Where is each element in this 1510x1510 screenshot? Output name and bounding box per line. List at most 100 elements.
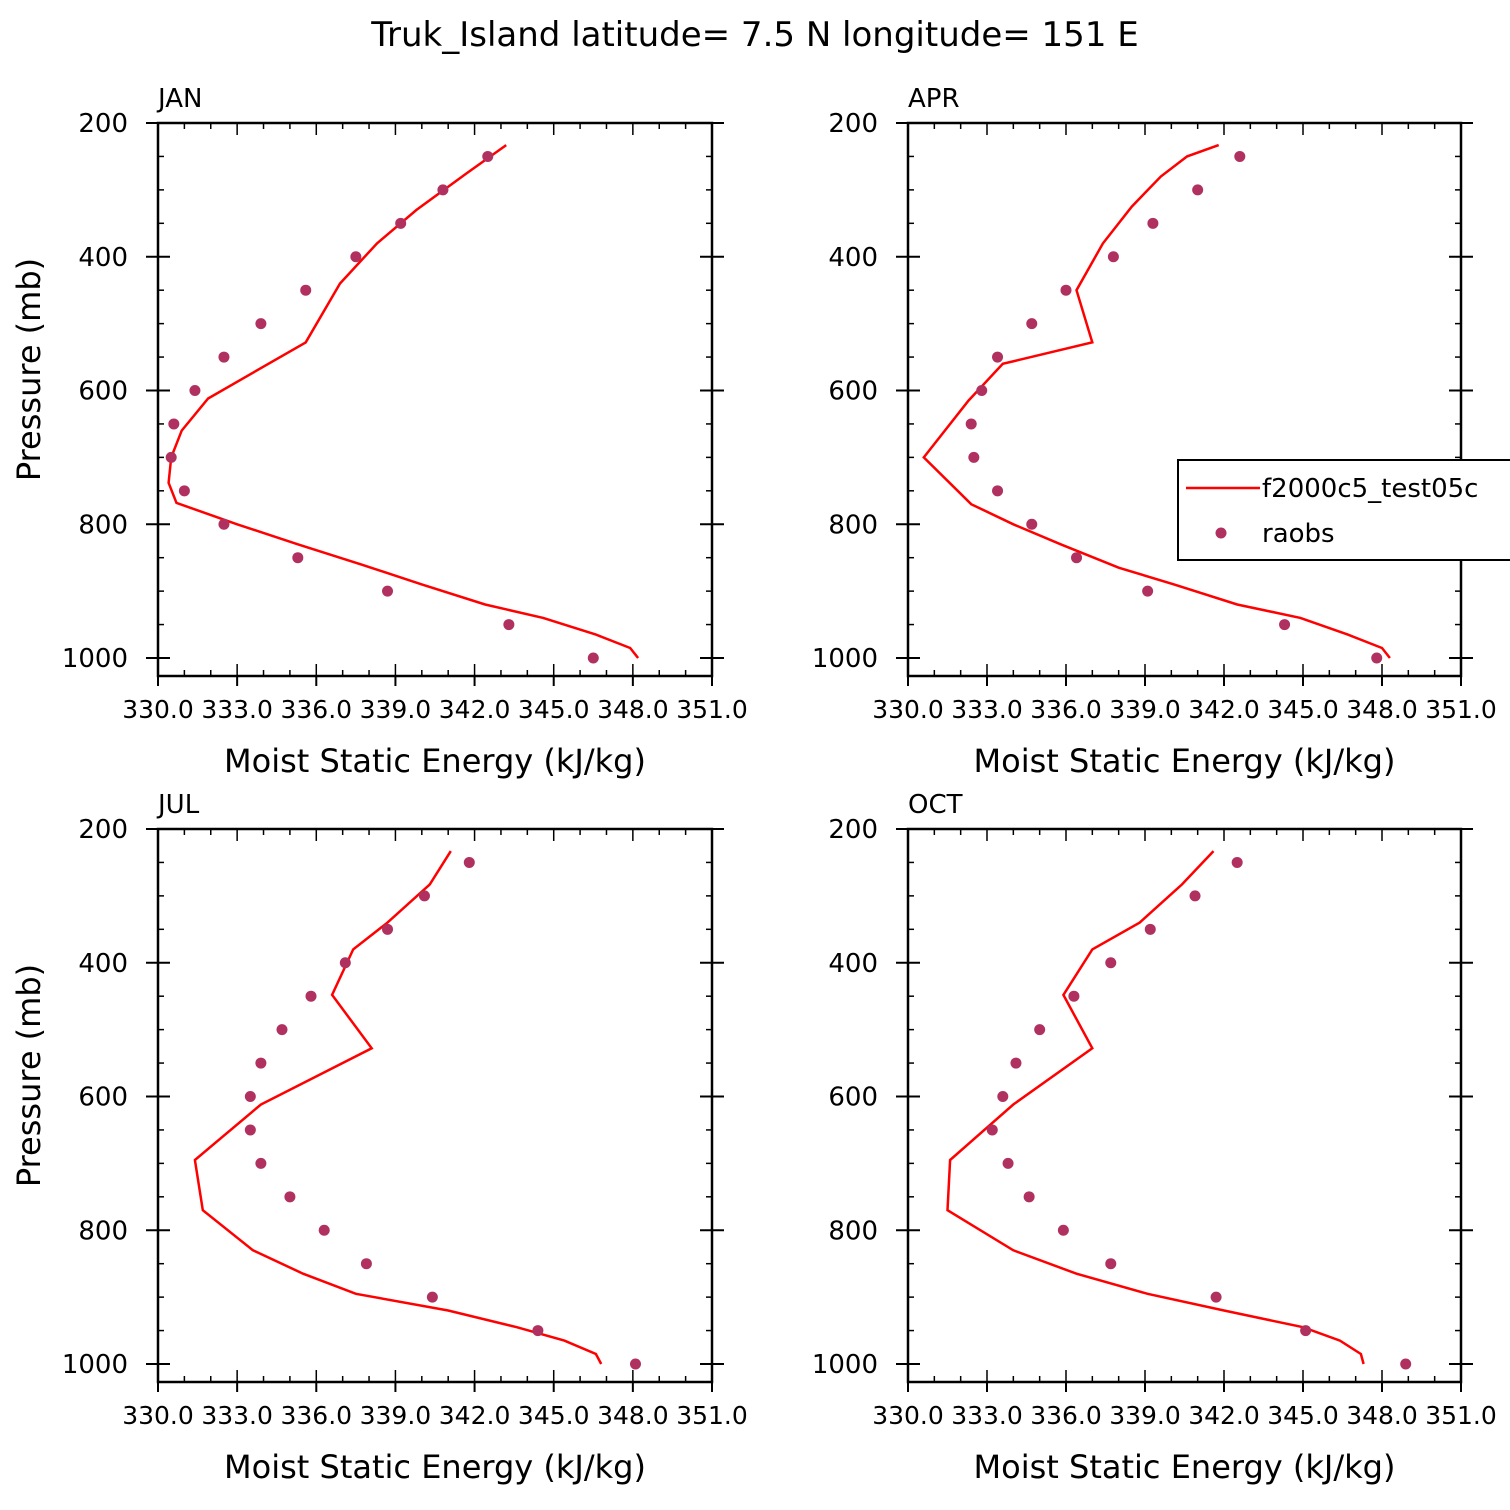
x-tick-label: 345.0 — [1267, 695, 1339, 724]
y-tick-label: 1000 — [62, 1350, 128, 1380]
obs-point — [1026, 518, 1038, 530]
x-tick-label: 336.0 — [280, 695, 352, 724]
obs-point — [1147, 217, 1159, 229]
obs-point — [339, 957, 351, 969]
x-tick-label: 345.0 — [518, 695, 590, 724]
y-tick-label: 400 — [78, 243, 128, 273]
obs-point — [318, 1224, 330, 1236]
obs-point — [1107, 251, 1119, 263]
legend: f2000c5_test05c raobs — [1177, 459, 1510, 561]
x-tick-label: 336.0 — [1030, 695, 1102, 724]
obs-point — [1026, 318, 1038, 330]
y-tick-label: 800 — [828, 510, 878, 540]
panel-jul: 330.0 333.0 336.0 339.0 342.0 345.0 348.0 351.0… — [10, 790, 748, 1486]
panel-title: JUL — [156, 790, 200, 820]
x-axis-label: Moist Static Energy (kJ/kg) — [974, 1448, 1396, 1486]
x-tick-label: 339.0 — [1109, 695, 1181, 724]
y-tick-label: 600 — [78, 377, 128, 407]
legend-obs-label: raobs — [1262, 519, 1335, 549]
obs-point — [305, 990, 317, 1002]
obs-point — [418, 890, 430, 902]
y-tick-label: 200 — [78, 815, 128, 845]
x-axis-label: Moist Static Energy (kJ/kg) — [224, 1448, 646, 1486]
obs-point — [300, 284, 312, 296]
x-tick-label: 342.0 — [1188, 1401, 1260, 1430]
obs-point — [218, 518, 230, 530]
panel-jan: 330.0 333.0 336.0 339.0 342.0 345.0 348.0 351.0… — [10, 84, 748, 780]
x-tick-label: 348.0 — [597, 1401, 669, 1430]
obs-point — [629, 1358, 641, 1370]
x-tick-label: 330.0 — [872, 695, 944, 724]
obs-point — [992, 485, 1004, 497]
x-tick-label: 351.0 — [676, 695, 748, 724]
obs-point — [1400, 1358, 1412, 1370]
obs-point — [1057, 1224, 1069, 1236]
obs-point — [1142, 585, 1154, 597]
y-tick-label: 1000 — [62, 644, 128, 674]
obs-point — [360, 1258, 372, 1270]
x-tick-label: 330.0 — [872, 1401, 944, 1430]
obs-point — [1023, 1191, 1035, 1203]
y-axis-label: Pressure (mb) — [10, 964, 48, 1187]
y-axis-label: Pressure (mb) — [10, 258, 48, 481]
obs-point — [1034, 1024, 1046, 1036]
obs-point — [255, 1157, 267, 1169]
obs-point — [1068, 990, 1080, 1002]
plot-frame — [906, 121, 1463, 678]
x-tick-label: 336.0 — [1030, 1401, 1102, 1430]
figure-title: Truk_Island latitude= 7.5 N longitude= 1… — [370, 15, 1139, 55]
obs-point — [503, 619, 515, 631]
obs-point — [276, 1024, 288, 1036]
obs-point — [218, 351, 230, 363]
x-tick-label: 348.0 — [1346, 1401, 1418, 1430]
obs-point — [1105, 957, 1117, 969]
x-tick-label: 342.0 — [439, 1401, 511, 1430]
x-tick-label: 336.0 — [280, 1401, 352, 1430]
obs-point — [255, 318, 267, 330]
x-tick-label: 351.0 — [1425, 1401, 1497, 1430]
obs-point — [1300, 1325, 1312, 1337]
obs-point — [1371, 652, 1383, 664]
obs-point — [968, 451, 980, 463]
y-tick-label: 200 — [78, 109, 128, 139]
x-tick-label: 348.0 — [1346, 695, 1418, 724]
x-tick-label: 330.0 — [122, 1401, 194, 1430]
obs-point — [1060, 284, 1072, 296]
legend-marker-swatch — [1215, 527, 1227, 539]
obs-point — [1189, 890, 1201, 902]
x-tick-label: 339.0 — [360, 695, 432, 724]
panel-title: APR — [908, 84, 960, 114]
panel-title: JAN — [156, 84, 202, 114]
x-tick-label: 339.0 — [1109, 1401, 1181, 1430]
panels: 330.0 333.0 336.0 339.0 342.0 345.0 348.0 351.0… — [10, 84, 1497, 1486]
x-tick-label: 333.0 — [201, 695, 273, 724]
obs-point — [284, 1191, 296, 1203]
obs-point — [1231, 856, 1243, 868]
obs-point — [189, 385, 201, 396]
obs-point — [1144, 923, 1156, 935]
y-tick-label: 1000 — [812, 1350, 878, 1380]
obs-point — [1105, 1258, 1117, 1270]
y-tick-label: 200 — [828, 815, 878, 845]
model-line — [946, 850, 1365, 1365]
plot-frame — [156, 121, 714, 678]
obs-point — [992, 351, 1004, 363]
obs-point — [1002, 1157, 1014, 1169]
obs-point — [1210, 1291, 1222, 1303]
panel-apr: 330.0 333.0 336.0 339.0 342.0 345.0 348.0 351.0… — [812, 84, 1497, 780]
obs-point — [244, 1124, 256, 1136]
obs-point — [244, 1091, 256, 1102]
panel-title: OCT — [908, 790, 963, 820]
panel-oct: 330.0 333.0 336.0 339.0 342.0 345.0 348.0 351.0… — [812, 790, 1497, 1486]
obs-point — [165, 451, 177, 463]
obs-point — [463, 856, 475, 868]
obs-point — [255, 1057, 267, 1069]
x-axis-label: Moist Static Energy (kJ/kg) — [974, 742, 1396, 780]
y-tick-label: 600 — [828, 377, 878, 407]
y-tick-label: 1000 — [812, 644, 878, 674]
x-tick-label: 333.0 — [951, 1401, 1023, 1430]
y-tick-label: 800 — [828, 1216, 878, 1246]
x-axis-label: Moist Static Energy (kJ/kg) — [224, 742, 646, 780]
